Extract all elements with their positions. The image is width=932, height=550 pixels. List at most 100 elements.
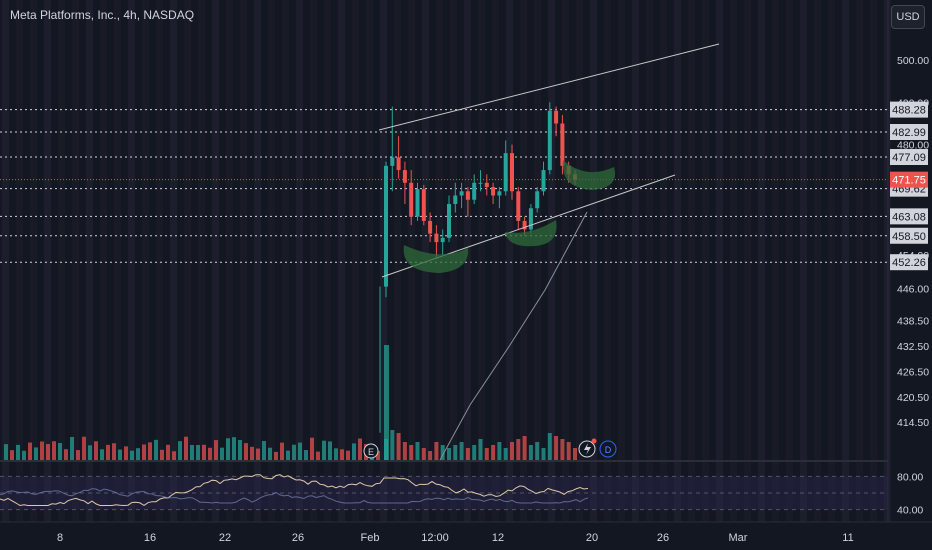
candle-body bbox=[402, 170, 407, 183]
volume-bar bbox=[286, 450, 290, 460]
session-stripe bbox=[394, 0, 401, 522]
candle-body bbox=[554, 110, 559, 124]
level-label-bg bbox=[890, 208, 928, 225]
volume-bar bbox=[208, 447, 212, 460]
highlight-ellipse bbox=[505, 220, 557, 247]
rsi-panel bbox=[0, 474, 589, 507]
session-stripe bbox=[618, 0, 625, 522]
volume-bar bbox=[112, 443, 116, 460]
volume-bar bbox=[166, 444, 170, 460]
current-price-label: 471.75 bbox=[892, 175, 926, 187]
volume-bar bbox=[421, 448, 426, 460]
volume-bar bbox=[434, 442, 439, 460]
candle-body bbox=[522, 220, 527, 230]
dividend-marker-label: D bbox=[605, 445, 612, 455]
price-tick: 414.50 bbox=[897, 417, 929, 429]
session-stripe bbox=[352, 0, 359, 522]
volume-bar bbox=[409, 445, 414, 460]
session-stripe bbox=[268, 0, 275, 522]
current-price-label-bg bbox=[890, 171, 928, 188]
candle-body bbox=[528, 208, 533, 230]
level-label-bg bbox=[890, 101, 928, 118]
volume-bar bbox=[106, 444, 110, 460]
volume-bar bbox=[142, 444, 146, 460]
volume-bar bbox=[268, 447, 272, 460]
volume-bar bbox=[256, 448, 260, 460]
candle-body bbox=[560, 123, 565, 166]
volume-bar bbox=[76, 450, 80, 460]
session-stripe bbox=[856, 0, 863, 522]
volume-bar bbox=[154, 439, 158, 460]
level-label-bg bbox=[890, 227, 928, 244]
price-axis[interactable]: 500.00 490.00 480.00 454.00 446.00 438.50 432.… bbox=[897, 55, 929, 429]
session-stripe bbox=[702, 0, 709, 522]
session-stripe bbox=[730, 0, 737, 522]
volume-bar bbox=[447, 448, 451, 460]
volume-bar bbox=[358, 438, 362, 460]
session-stripe bbox=[674, 0, 681, 522]
session-stripe bbox=[30, 0, 37, 522]
session-stripe bbox=[506, 0, 513, 522]
volume-bar bbox=[292, 444, 296, 460]
time-tick: 12 bbox=[492, 532, 504, 544]
earnings-marker bbox=[363, 443, 379, 459]
volume-bar bbox=[184, 436, 188, 460]
volume-bar bbox=[528, 445, 533, 460]
session-stripe bbox=[156, 0, 163, 522]
time-tick: 20 bbox=[586, 532, 598, 544]
volume-series bbox=[384, 345, 577, 460]
volume-bar bbox=[88, 445, 92, 460]
earnings-marker-label: E bbox=[368, 447, 374, 457]
upper-trendline bbox=[378, 43, 720, 131]
session-stripe bbox=[660, 0, 667, 522]
volume-bar bbox=[82, 436, 86, 460]
volume-bar bbox=[566, 442, 571, 460]
candle-body bbox=[497, 191, 502, 196]
session-stripe bbox=[520, 0, 527, 522]
volume-bar bbox=[40, 441, 44, 460]
horizontal-levels[interactable]: 488.28482.99477.09469.62463.08458.50452.… bbox=[0, 101, 928, 271]
volume-bar bbox=[10, 450, 14, 460]
volume-bar bbox=[52, 441, 56, 460]
volume-bar bbox=[298, 442, 302, 460]
volume-bar bbox=[238, 440, 242, 460]
level-label: 463.08 bbox=[892, 211, 926, 223]
volume-bar bbox=[465, 448, 470, 460]
session-stripe bbox=[226, 0, 233, 522]
price-tick: 446.00 bbox=[897, 284, 929, 296]
session-stripe bbox=[254, 0, 261, 522]
rsi-band bbox=[0, 475, 888, 511]
session-stripe bbox=[604, 0, 611, 522]
trendline-drawings[interactable] bbox=[378, 43, 720, 461]
volume-bar bbox=[554, 436, 559, 460]
rsi-tick: 80.00 bbox=[897, 471, 923, 483]
session-stripe bbox=[548, 0, 555, 522]
candle-body bbox=[440, 237, 445, 243]
session-stripe bbox=[534, 0, 541, 522]
session-stripe bbox=[688, 0, 695, 522]
session-stripe bbox=[576, 0, 583, 522]
volume-bar bbox=[244, 443, 248, 460]
session-stripe bbox=[478, 0, 485, 522]
volume-bar bbox=[202, 444, 206, 460]
currency-button[interactable]: USD bbox=[891, 5, 925, 29]
price-tick: 490.00 bbox=[897, 97, 929, 109]
session-stripe bbox=[828, 0, 835, 522]
session-stripe bbox=[870, 0, 877, 522]
volume-bar bbox=[280, 442, 284, 460]
volume-bar bbox=[190, 444, 194, 460]
volume-bar bbox=[196, 444, 200, 460]
volume-bar bbox=[316, 451, 320, 460]
volume-bar bbox=[220, 447, 224, 460]
session-stripe bbox=[338, 0, 345, 522]
rsi-signal-line bbox=[0, 488, 589, 504]
candle-body bbox=[516, 191, 521, 221]
level-label: 477.09 bbox=[892, 152, 926, 164]
volume-bar bbox=[28, 442, 32, 460]
price-tick: 438.50 bbox=[897, 315, 929, 327]
dividend-marker bbox=[599, 440, 617, 458]
